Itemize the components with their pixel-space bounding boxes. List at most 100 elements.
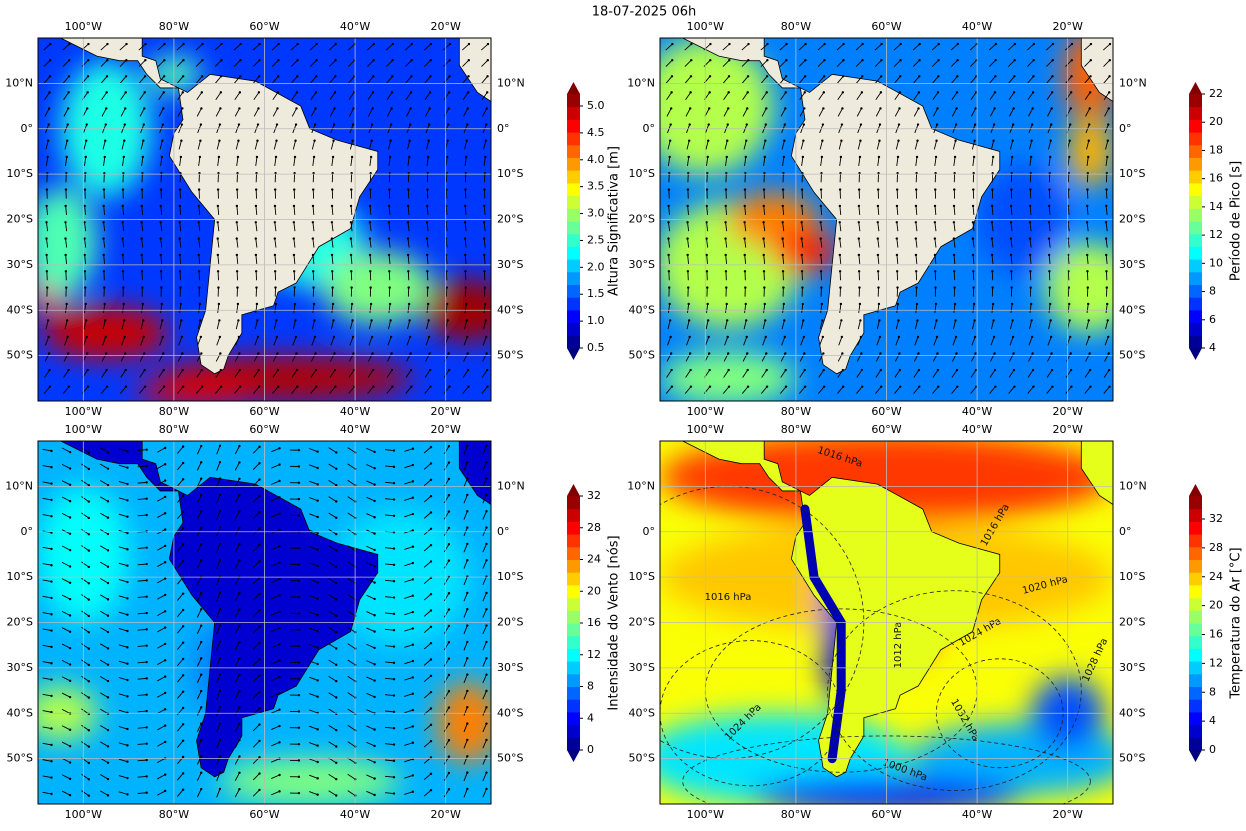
colorbar-step [1189,107,1202,120]
arrow-head [257,123,259,125]
arrow-head [1089,91,1091,93]
arrow-head [821,156,823,158]
arrow-head [163,369,165,371]
arrow-head [69,729,71,731]
arrow-head [239,369,241,371]
arrow-head [725,188,727,190]
arrow-head [447,140,449,142]
lon-label: 40°W [962,405,992,418]
arrow-head [447,352,449,354]
arrow-head [485,771,487,773]
arrow-head [373,761,375,763]
arrow-head [69,663,71,665]
arrow-head [255,286,257,288]
arrow-head [50,695,52,697]
arrow-head [991,254,993,256]
arrow-head [1086,254,1088,256]
lon-label: 80°W [159,423,189,436]
colorbar-step [567,94,580,107]
arrow-head [239,59,241,61]
arrow-head [315,385,317,387]
arrow-head [69,631,71,633]
arrow-head [391,75,393,77]
arrow-head [198,237,200,239]
arrow-head [858,205,860,207]
arrow-head [1049,286,1051,288]
arrow-head [278,659,280,661]
arrow-head [764,319,766,321]
arrow-head [258,691,260,693]
arrow-head [917,123,919,125]
arrow-head [388,237,390,239]
arrow-head [48,91,50,93]
arrow-head [1106,286,1108,288]
lon-label: 40°W [962,808,992,821]
arrow-head [801,254,803,256]
arrow-head [393,547,395,549]
arrow-head [219,543,221,545]
arrow-head [466,739,468,741]
arrow-head [973,140,975,142]
arrow-head [486,91,488,93]
arrow-head [258,495,260,497]
colorbar-label: Temperatura do Ar [°C] [1229,547,1244,699]
arrow-head [198,254,200,256]
arrow-head [352,107,354,109]
arrow-head [201,91,203,93]
arrow-head [858,237,860,239]
arrow-head [200,674,202,676]
arrow-head [143,123,145,125]
arrow-head [466,543,468,545]
colorbar-extend [567,82,580,94]
arrow-head [107,794,109,796]
arrow-head [706,270,708,272]
arrow-head [163,385,165,387]
arrow-head [934,188,936,190]
arrow-head [765,107,767,109]
arrow-head [430,740,432,742]
arrow-head [67,107,69,109]
arrow-head [1030,140,1032,142]
arrow-head [485,657,487,659]
arrow-head [448,494,450,496]
lon-label: 80°W [781,20,811,33]
arrow-head [163,75,165,77]
arrow-head [218,156,220,158]
arrow-head [350,205,352,207]
arrow-head [182,707,184,709]
arrow-head [103,270,105,272]
arrow-head [258,91,260,93]
lon-label: 20°W [431,20,461,33]
arrow-head [427,286,429,288]
arrow-head [238,608,240,610]
arrow-head [278,774,280,776]
arrow-head [410,385,412,387]
arrow-head [1108,352,1110,354]
lon-label: 80°W [159,20,189,33]
colorbar-tick-label: 6 [1209,313,1216,326]
arrow-head [219,706,221,708]
arrow-head [668,188,670,190]
arrow-head [145,563,147,565]
map-panel: 100°W100°W80°W80°W60°W60°W40°W40°W20°W20… [627,20,1243,418]
arrow-head [68,75,70,77]
arrow-head [839,237,841,239]
arrow-head [466,771,468,773]
arrow-head [466,319,468,321]
arrow-head [160,188,162,190]
arrow-head [45,237,47,239]
arrow-head [935,140,937,142]
arrow-head [859,156,861,158]
arrow-head [1089,75,1091,77]
colorbar-step [1189,737,1202,750]
arrow-head [372,385,374,387]
arrow-head [393,678,395,680]
colorbar-step [567,687,580,700]
arrow-head [388,221,390,223]
arrow-head [126,532,128,534]
lon-label: 20°W [431,405,461,418]
arrow-head [66,156,68,158]
arrow-head [293,221,295,223]
arrow-head [936,123,938,125]
colorbar-tick-label: 4.0 [587,153,605,166]
